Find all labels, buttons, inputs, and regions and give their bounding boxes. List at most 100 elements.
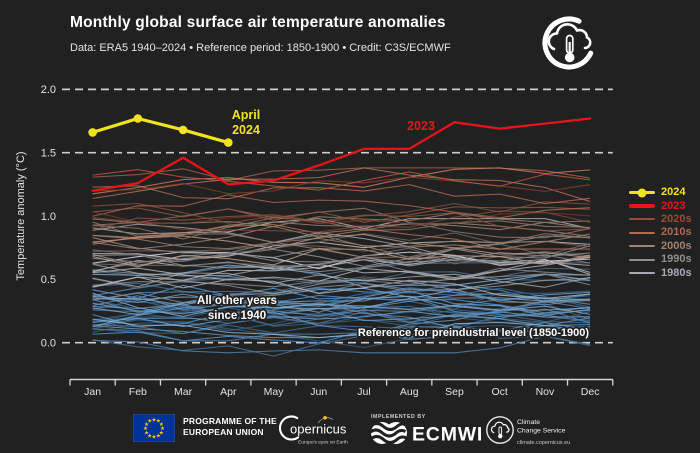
legend-swatch-2023 (629, 204, 655, 208)
svg-text:★: ★ (152, 417, 157, 424)
c3s-name-line1: Climate (517, 419, 540, 426)
year-line-1965-1960s (92, 295, 591, 317)
legend-swatch-1990s (629, 258, 655, 261)
year-line-1980-1980s (92, 283, 591, 304)
svg-text:★: ★ (156, 433, 161, 440)
year-line-2004-2000s (92, 221, 591, 250)
legend: 2024 2023 2020s 2010s 2000s 1990s 1980s (629, 186, 692, 280)
background-year-lines (92, 167, 591, 357)
copernicus-c-arc (278, 415, 300, 441)
legend-swatch-2000s (629, 245, 655, 248)
year-line-2007-2000s (92, 208, 591, 231)
year-line-1970-1970s (92, 293, 591, 339)
series-marker-2024 (224, 138, 233, 147)
c3s-cloud-thermometer-icon (490, 421, 510, 439)
highlighted-series (88, 114, 592, 192)
legend-item-2000s: 2000s (629, 240, 692, 253)
year-line-2021-2020s (92, 176, 591, 195)
year-line-1976-1970s (92, 287, 591, 315)
year-line-1964-1960s (92, 302, 591, 328)
svg-text:★: ★ (147, 433, 152, 440)
svg-text:★: ★ (152, 434, 157, 441)
year-line-2000-2000s (92, 248, 591, 268)
svg-text:★: ★ (143, 425, 148, 432)
year-line-2014-2010s (92, 201, 591, 224)
year-line-2022-2020s (92, 169, 591, 191)
legend-swatch-2024 (629, 188, 655, 198)
year-line-1997-1990s (92, 232, 591, 262)
chart-subtitle: Data: ERA5 1940–2024 • Reference period:… (70, 42, 451, 54)
legend-item-2024: 2024 (629, 186, 692, 199)
y-tick-label: 2.0 (41, 84, 56, 96)
year-line-1963-1960s (92, 308, 591, 335)
page-title: Monthly global surface air temperature a… (70, 14, 446, 31)
annotation-april-2024: April (232, 108, 260, 122)
month-label: Oct (492, 386, 508, 398)
y-tick-label: 0.0 (41, 338, 56, 350)
year-line-2017-2010s (92, 167, 591, 203)
month-label: Feb (129, 386, 147, 398)
annotation-other-years-1: All other years (197, 295, 277, 307)
year-line-1994-1990s (92, 235, 591, 267)
svg-text:★: ★ (156, 418, 161, 425)
month-label: Dec (581, 386, 600, 398)
annotation-preindustrial-reference: Reference for preindustrial level (1850-… (358, 327, 589, 339)
y-tick-label: 1.5 (41, 148, 56, 160)
eu-stars: ★ ★★ ★★★ ★★★ ★★★ (143, 417, 165, 441)
series-marker-2024 (133, 114, 143, 123)
year-line-1969-1960s (92, 271, 591, 293)
year-line-1984-1980s (92, 269, 591, 295)
year-line-2013-2010s (92, 210, 591, 233)
legend-item-2020s: 2020s (629, 213, 692, 226)
month-label: May (264, 386, 285, 398)
eu-programme-text: PROGRAMME OF THE EUROPEAN UNION (183, 416, 277, 438)
svg-text:★: ★ (159, 421, 164, 428)
climate-change-service-logo: Climate Change Service climate.copernicu… (486, 416, 570, 446)
legend-marker-dot (637, 188, 647, 198)
ecmwf-logo: IMPLEMENTED BY ECMWF (368, 414, 481, 446)
series-marker-2024 (178, 125, 188, 135)
legend-item-1980s: 1980s (629, 266, 692, 279)
year-line-1967-1960s (92, 290, 591, 317)
eu-programme-line2: EUROPEAN UNION (183, 427, 264, 437)
year-line-2008-2000s (92, 207, 591, 240)
ecmwf-wordmark: ECMWF (412, 424, 481, 446)
legend-label: 1990s (661, 253, 692, 266)
year-line-1981-1980s (92, 276, 591, 300)
month-label: Jun (310, 386, 327, 398)
year-line-1996-1990s (92, 234, 591, 264)
legend-label: 2023 (661, 199, 686, 212)
series-line-2023 (91, 117, 592, 192)
year-line-1974-1970s (92, 273, 591, 317)
year-line-2011-2010s (92, 212, 591, 232)
legend-swatch-2010s (629, 231, 655, 234)
year-line-2012-2010s (92, 206, 591, 223)
c3s-circle (486, 416, 514, 444)
svg-text:★: ★ (147, 418, 152, 425)
year-line-2006-2000s (92, 233, 591, 259)
series-line-2024 (90, 116, 230, 145)
year-line-2005-2000s (92, 221, 591, 258)
year-line-2015-2010s (92, 194, 591, 219)
legend-item-2023: 2023 (629, 199, 692, 212)
month-label: Sep (445, 386, 464, 398)
month-label: Aug (400, 386, 419, 398)
month-label: Apr (220, 386, 237, 398)
year-line-1950-1950s (92, 335, 591, 354)
legend-label: 2010s (661, 226, 692, 239)
year-line-1966-1960s (92, 293, 591, 315)
y-tick-label: 1.0 (41, 211, 56, 223)
c3s-name-line2: Change Service (517, 428, 566, 435)
year-line-1957-1950s (92, 284, 591, 310)
legend-label: 2024 (661, 186, 686, 199)
year-line-2016-2010s (92, 184, 591, 205)
year-line-1955-1950s (92, 305, 591, 330)
y-tick-label: 0.5 (41, 274, 56, 286)
month-label: Mar (174, 386, 193, 398)
svg-text:★: ★ (160, 425, 165, 432)
ecmwf-icon (368, 422, 408, 444)
copernicus-wordmark: opernicus (290, 422, 347, 437)
legend-item-1990s: 1990s (629, 253, 692, 266)
year-line-1999-1990s (92, 218, 591, 235)
